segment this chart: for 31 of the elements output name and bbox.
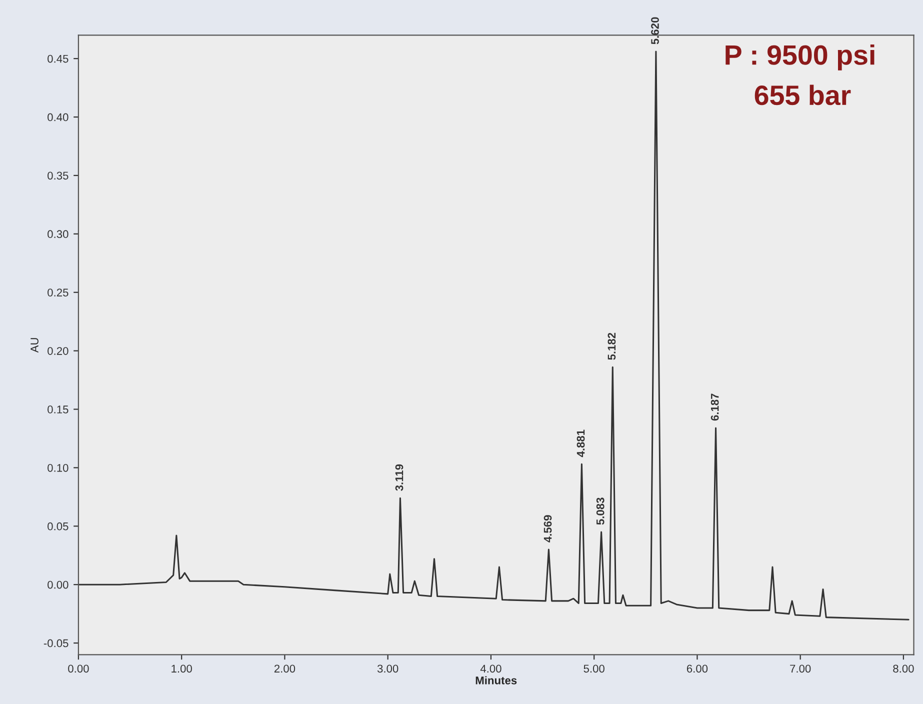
- y-tick-label: 0.30: [48, 230, 68, 238]
- annotation: 5.620: [651, 17, 659, 44]
- annotation: 4.569: [544, 515, 552, 542]
- x-tick-label: 6.00: [686, 664, 708, 673]
- annotation: 5.182: [608, 332, 616, 360]
- x-tick-label: 0.00: [68, 664, 89, 673]
- y-tick-label: 0.35: [48, 172, 68, 180]
- y-tick-label: 0.00: [48, 580, 68, 589]
- annotation: P : 9500 psi: [726, 44, 874, 70]
- y-tick-label: 0.25: [48, 288, 68, 296]
- y-tick-label: 0.05: [48, 522, 68, 530]
- annotation: 3.119: [395, 464, 404, 491]
- y-tick-label: 0.10: [48, 464, 68, 472]
- x-tick-label: 5.00: [584, 664, 604, 673]
- y-axis-title: AU: [30, 338, 38, 353]
- x-tick-label: 3.00: [377, 664, 398, 673]
- x-axis-title: Minutes: [476, 676, 517, 684]
- annotation: 4.881: [576, 430, 585, 458]
- x-tick-label: 7.00: [790, 664, 811, 673]
- annotation: 5.083: [596, 498, 604, 525]
- annotation: 6.187: [710, 394, 719, 421]
- annotation: 655 bar: [754, 84, 851, 106]
- y-tick-label: -0.05: [44, 639, 68, 648]
- y-tick-label: 0.15: [48, 406, 68, 414]
- y-tick-label: 0.20: [48, 347, 68, 355]
- y-tick-label: 0.45: [48, 54, 68, 63]
- x-tick-label: 8.00: [893, 664, 914, 673]
- y-tick-label: 0.40: [48, 113, 68, 122]
- x-tick-label: 1.00: [172, 664, 192, 673]
- x-tick-label: 2.00: [274, 664, 296, 673]
- x-tick-label: 4.00: [480, 664, 502, 673]
